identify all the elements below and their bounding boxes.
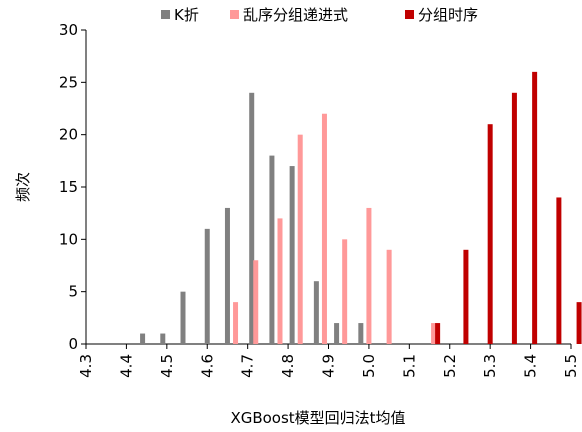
bar-series-0 — [358, 323, 364, 344]
y-tick-label: 5 — [68, 283, 78, 301]
bar-series-0 — [249, 92, 255, 344]
bar-series-1 — [253, 260, 259, 344]
bar-series-0 — [334, 323, 340, 344]
bar-series-0 — [289, 166, 295, 344]
bar-series-1 — [233, 302, 239, 344]
bars-layer — [140, 71, 582, 344]
bar-series-1 — [297, 134, 303, 344]
x-tick-label: 4.6 — [198, 354, 216, 378]
x-tick-label: 5.5 — [562, 354, 580, 378]
x-tick-label: 4.7 — [239, 354, 257, 378]
bar-series-0 — [180, 291, 186, 344]
legend-swatch — [405, 10, 414, 19]
y-tick-label: 0 — [68, 335, 78, 353]
x-tick-label: 4.5 — [158, 354, 176, 378]
legend-label: 分组时序 — [418, 6, 478, 24]
chart-legend: K折 乱序分组递进式 分组时序 — [161, 6, 478, 24]
x-tick-label: 4.3 — [77, 354, 95, 378]
legend-swatch — [161, 10, 170, 19]
bar-series-0 — [204, 228, 210, 344]
bar-series-0 — [140, 333, 146, 344]
legend-label: K折 — [174, 6, 199, 24]
bar-series-2 — [487, 124, 493, 344]
bar-series-0 — [224, 207, 230, 344]
y-tick-label: 20 — [59, 126, 78, 144]
x-tick-label: 5.2 — [441, 354, 459, 378]
x-tick-label: 4.9 — [320, 354, 338, 378]
x-axis-title: XGBoost模型回归法t均值 — [230, 409, 405, 427]
bar-series-0 — [160, 333, 166, 344]
bar-series-1 — [342, 239, 348, 344]
x-tick-label: 5.1 — [400, 354, 418, 378]
bar-series-1 — [321, 113, 327, 344]
bar-series-1 — [386, 249, 392, 344]
bar-series-2 — [511, 92, 517, 344]
x-tick-label: 5.3 — [481, 354, 499, 378]
bar-series-2 — [576, 302, 582, 344]
x-tick-label: 4.4 — [117, 354, 135, 378]
bar-series-2 — [556, 197, 562, 344]
y-axis-title: 频次 — [14, 172, 32, 202]
y-axis: 0 5 10 15 20 25 30 — [59, 21, 87, 353]
bar-series-1 — [431, 323, 437, 344]
legend-label: 乱序分组递进式 — [243, 6, 348, 24]
y-tick-label: 15 — [59, 178, 78, 196]
x-tick-label: 5.4 — [522, 354, 540, 378]
bar-series-2 — [532, 71, 538, 344]
y-tick-label: 25 — [59, 73, 78, 91]
legend-swatch — [230, 10, 239, 19]
bar-series-0 — [313, 281, 319, 344]
bar-series-2 — [435, 323, 441, 344]
y-tick-label: 30 — [59, 21, 78, 39]
x-axis: 4.3 4.4 4.5 4.6 4.7 4.8 4.9 5.0 5.1 5.2 5.3 5.4 5.5 — [77, 343, 580, 378]
y-tick-label: 10 — [59, 230, 78, 248]
x-tick-label: 4.8 — [279, 354, 297, 378]
bar-series-1 — [366, 207, 372, 344]
bar-series-1 — [277, 218, 283, 344]
bar-series-2 — [463, 249, 469, 344]
x-tick-label: 5.0 — [360, 354, 378, 378]
bar-series-0 — [269, 155, 275, 344]
